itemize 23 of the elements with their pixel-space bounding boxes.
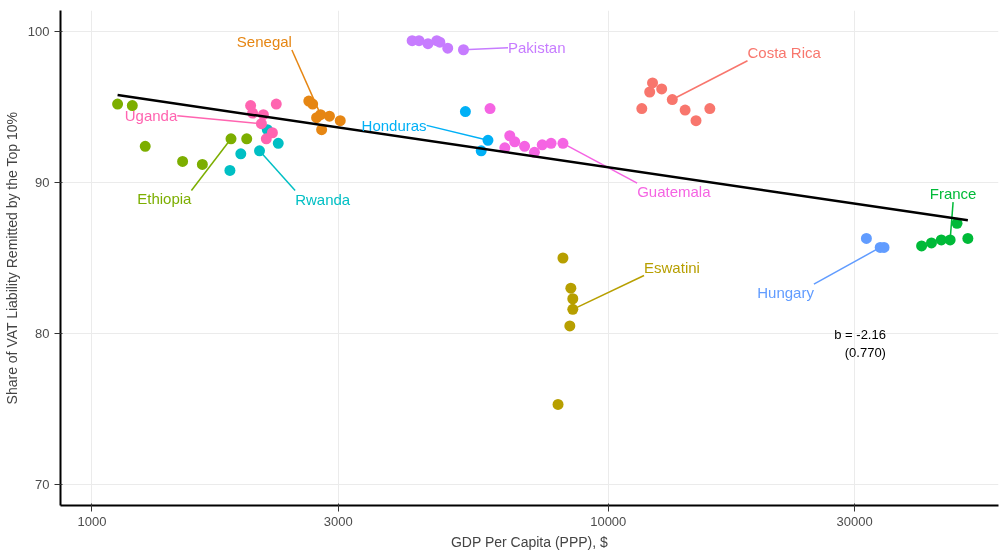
legend-label: Pakistan xyxy=(508,39,566,57)
text: Senegal xyxy=(236,33,292,51)
x-tick-label: 3000 xyxy=(323,513,353,529)
x-tick-label: 10000 xyxy=(590,513,627,529)
annotation: (0.770) xyxy=(844,345,886,361)
y-tick-label: 90 xyxy=(35,175,50,191)
y-tick-label: 70 xyxy=(35,476,50,492)
series-label: France xyxy=(929,185,977,203)
y-tick-label: 80 xyxy=(35,325,50,341)
text: Eswatini xyxy=(644,258,700,276)
series-label: Ethiopia xyxy=(137,190,193,208)
text: Honduras xyxy=(361,116,427,134)
text: Uganda xyxy=(124,107,178,125)
x-axis-title: GDP Per Capita (PPP), $ xyxy=(450,533,609,550)
y-tick-label: 100 xyxy=(27,24,50,40)
y-axis-title: Share of VAT Liability Remitted by the Top 10% xyxy=(3,112,20,405)
annotation: b = -2.16 xyxy=(834,327,886,343)
text: Guatemala xyxy=(637,183,712,201)
x-tick-label: 1000 xyxy=(77,513,107,529)
text: Rwanda xyxy=(295,190,351,208)
text: Costa Rica xyxy=(747,43,822,61)
x-tick-label: 30000 xyxy=(836,513,873,529)
text: Hungary xyxy=(757,284,815,302)
